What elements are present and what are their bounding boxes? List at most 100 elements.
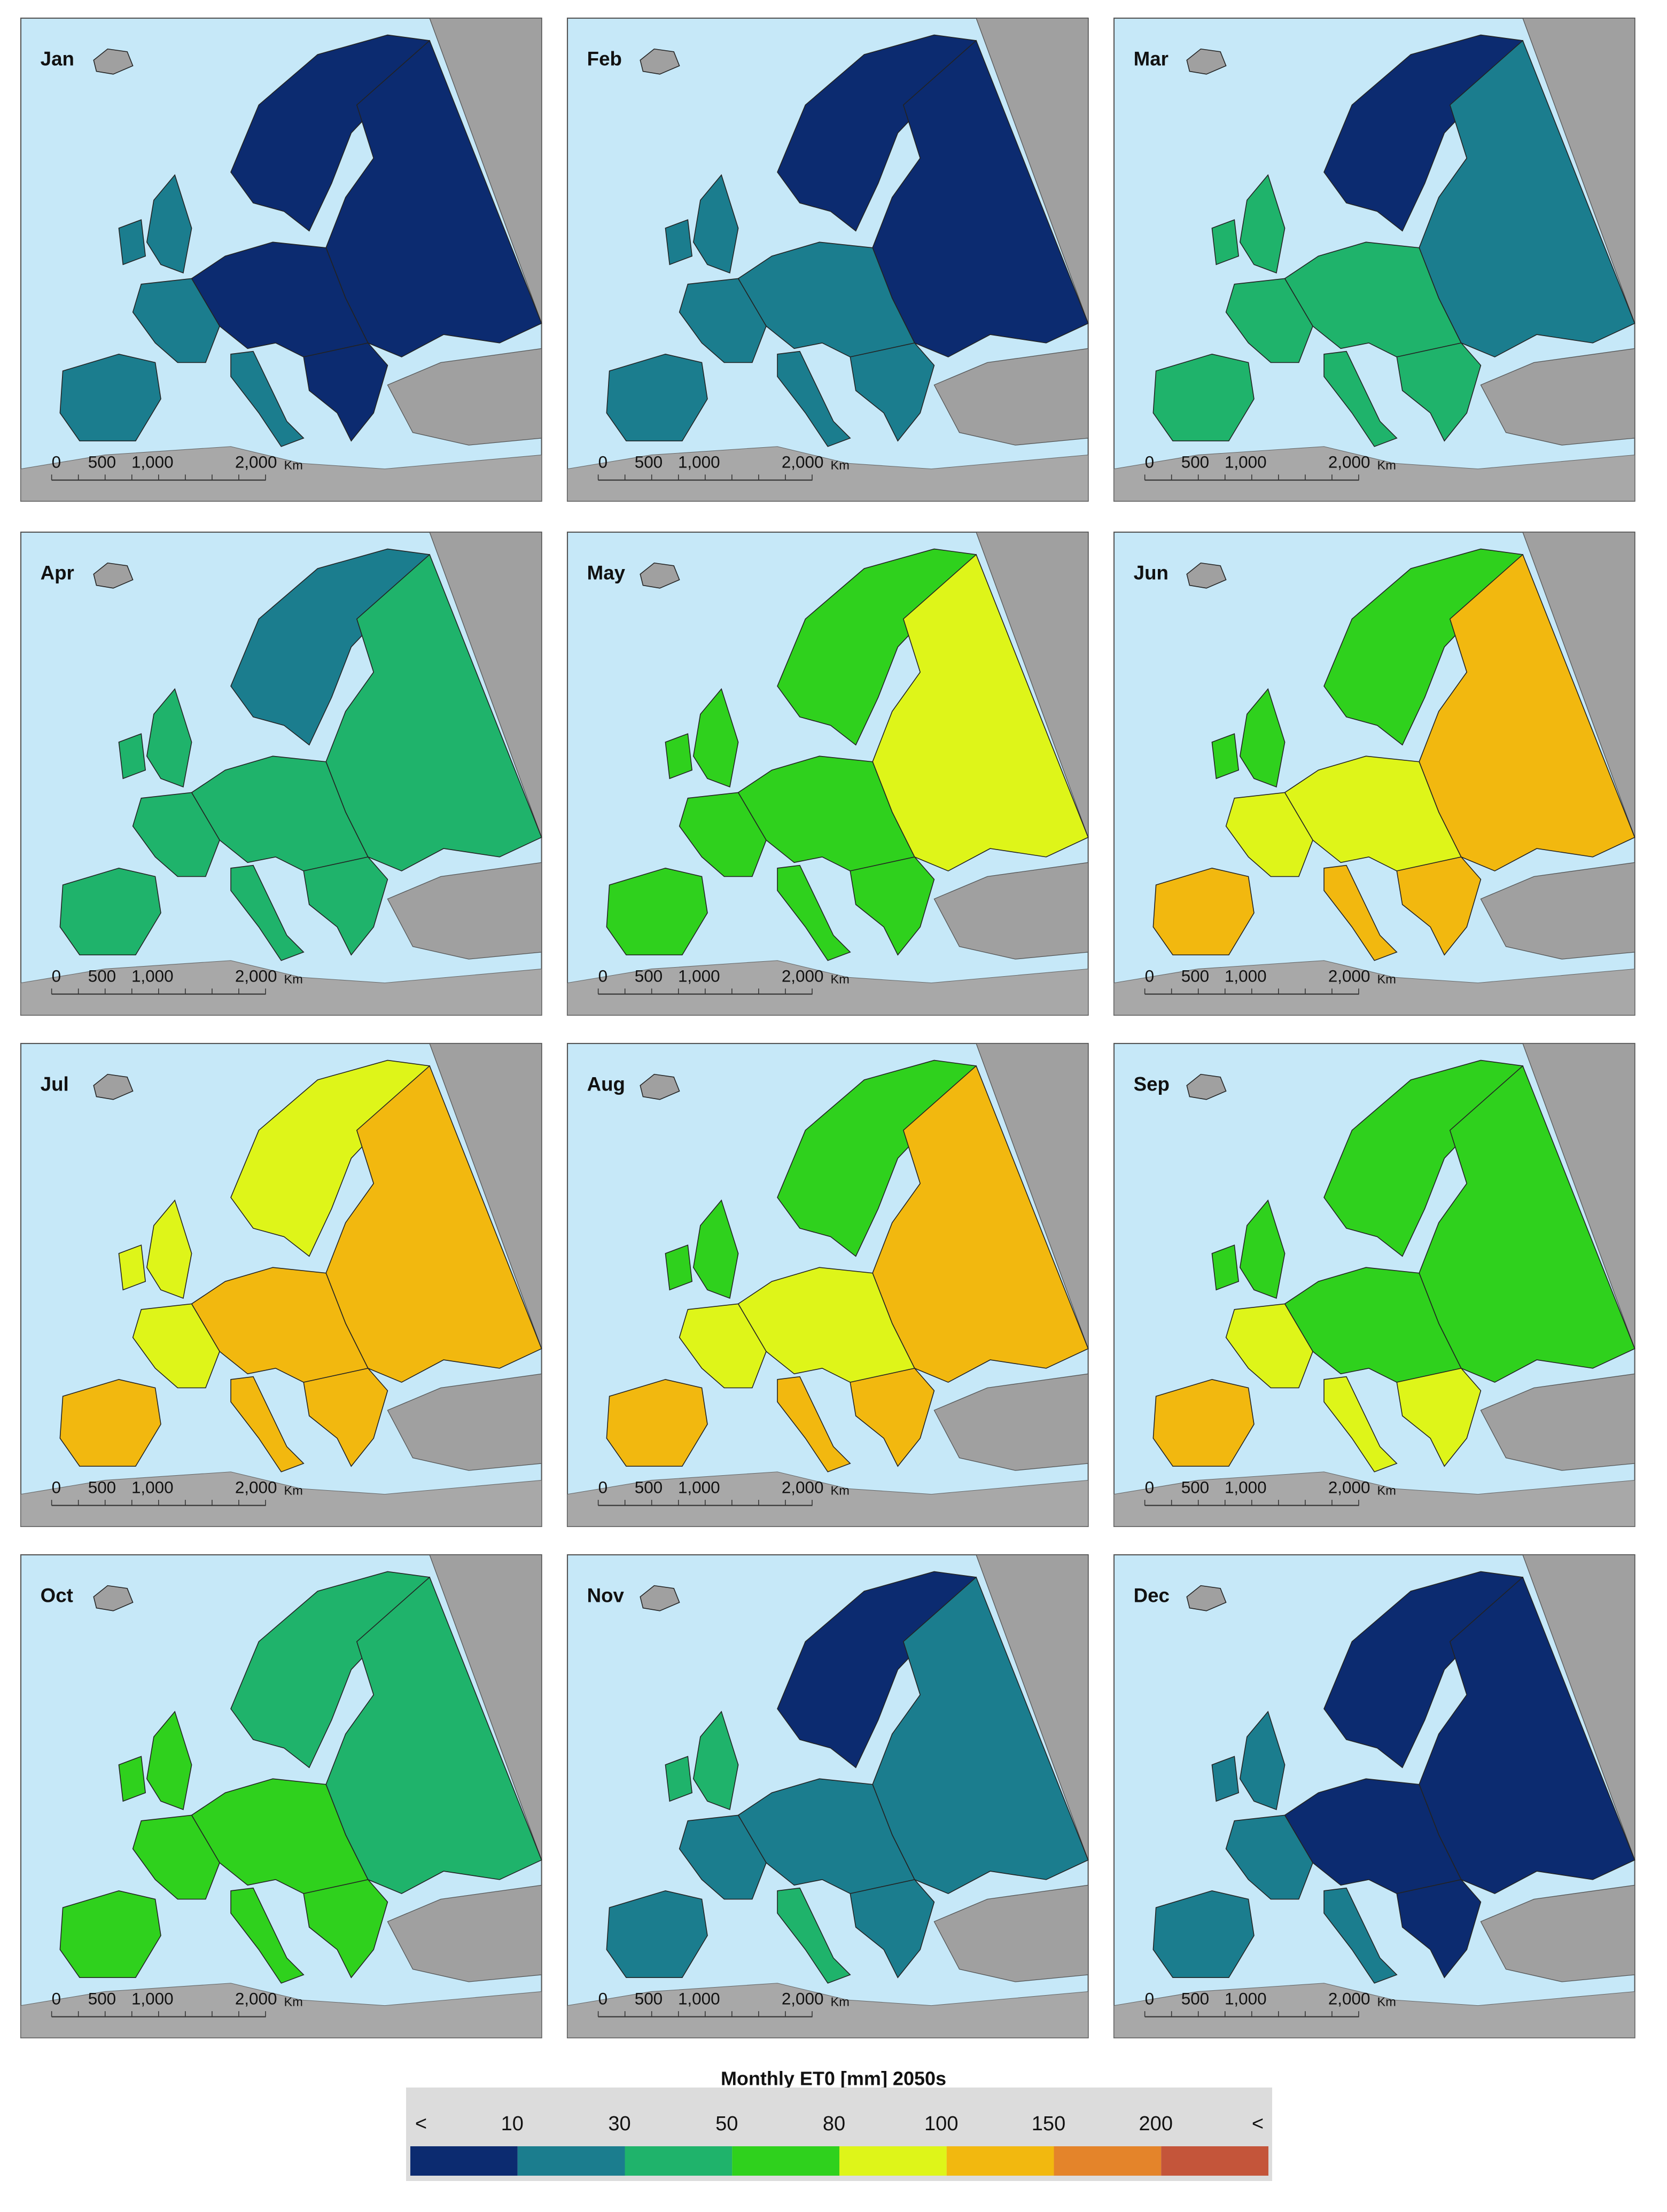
region bbox=[59, 1378, 161, 1467]
region bbox=[1396, 1367, 1482, 1467]
scale-label: 2,000 bbox=[235, 1989, 277, 2008]
map-panel: Aug 0 500 1,000 2,000 Km bbox=[566, 1042, 1089, 1527]
map-panel: Oct 0 500 1,000 2,000 Km bbox=[20, 1554, 542, 2038]
region bbox=[59, 1890, 161, 1979]
scale-label: 2,000 bbox=[782, 967, 824, 985]
land-outside bbox=[1113, 1983, 1635, 2038]
month-label: Apr bbox=[41, 562, 74, 583]
region bbox=[679, 1303, 767, 1389]
region bbox=[132, 1303, 220, 1389]
scale-unit: Km bbox=[284, 972, 303, 986]
iceland bbox=[1186, 48, 1227, 75]
scale-unit: Km bbox=[284, 1995, 303, 2009]
scale-label: 1,000 bbox=[678, 967, 720, 985]
scale-label: 500 bbox=[635, 1989, 663, 2008]
scale-label: 500 bbox=[1181, 967, 1209, 985]
map-panel: Sep 0 500 1,000 2,000 Km bbox=[1113, 1042, 1635, 1527]
region bbox=[230, 1376, 305, 1473]
scale-label: 0 bbox=[52, 967, 61, 985]
map-panel: Jul 0 500 1,000 2,000 Km bbox=[20, 1042, 542, 1527]
region bbox=[606, 353, 708, 442]
land-outside bbox=[567, 446, 1089, 502]
map-panel: Dec 0 500 1,000 2,000 Km bbox=[1113, 1554, 1635, 2038]
legend-title: Monthly ET0 [mm] 2050s bbox=[721, 2068, 946, 2090]
region bbox=[118, 1756, 146, 1802]
region bbox=[850, 856, 935, 956]
land-outside bbox=[976, 1043, 1089, 1349]
region bbox=[1152, 1890, 1255, 1979]
map-panel: Feb 0 500 1,000 2,000 Km bbox=[566, 17, 1089, 502]
region bbox=[1239, 1710, 1286, 1810]
scale-label: 0 bbox=[598, 967, 607, 985]
region bbox=[606, 867, 708, 956]
legend-label: 10 bbox=[501, 2113, 524, 2135]
scale-label: 0 bbox=[1145, 1989, 1154, 2008]
map-panel: Mar 0 500 1,000 2,000 Km bbox=[1113, 17, 1635, 502]
land-outside bbox=[429, 1554, 542, 1860]
region bbox=[1239, 688, 1286, 788]
scale-unit: Km bbox=[831, 458, 850, 472]
region bbox=[1419, 1065, 1635, 1383]
map-panel: May 0 500 1,000 2,000 Km bbox=[566, 531, 1089, 1016]
region bbox=[118, 733, 146, 780]
month-label: Mar bbox=[1134, 48, 1169, 69]
region bbox=[1225, 1303, 1313, 1389]
region bbox=[1396, 1879, 1482, 1979]
month-label: Dec bbox=[1134, 1584, 1170, 1606]
land-outside bbox=[1113, 1471, 1635, 1527]
region bbox=[1323, 864, 1398, 961]
region bbox=[665, 1756, 693, 1802]
scale-label: 1,000 bbox=[1225, 1989, 1267, 2008]
land-outside bbox=[429, 18, 542, 324]
region bbox=[872, 40, 1089, 357]
land-outside bbox=[567, 960, 1089, 1016]
region bbox=[606, 1890, 708, 1979]
land-outside bbox=[1522, 1554, 1635, 1860]
legend-swatch bbox=[1161, 2146, 1268, 2176]
land-outside bbox=[1113, 960, 1635, 1016]
scale-label: 2,000 bbox=[235, 453, 277, 471]
month-label: Aug bbox=[587, 1073, 625, 1095]
region bbox=[1152, 867, 1255, 956]
legend-label: 50 bbox=[715, 2113, 738, 2135]
region bbox=[1239, 1199, 1286, 1299]
land-outside bbox=[567, 1983, 1089, 2038]
month-label: Feb bbox=[587, 48, 622, 69]
scale-label: 500 bbox=[88, 967, 116, 985]
scale-label: 1,000 bbox=[678, 1989, 720, 2008]
region bbox=[1225, 1814, 1313, 1900]
legend-label: < bbox=[1252, 2113, 1264, 2135]
region bbox=[59, 353, 161, 442]
iceland bbox=[640, 1073, 680, 1100]
scale-label: 1,000 bbox=[131, 453, 174, 471]
region bbox=[1396, 856, 1482, 956]
land-outside bbox=[933, 1884, 1089, 1982]
iceland bbox=[1186, 1585, 1227, 1611]
region bbox=[1239, 174, 1286, 274]
scale-label: 0 bbox=[1145, 1478, 1154, 1497]
land-outside bbox=[1522, 18, 1635, 324]
scale-label: 500 bbox=[1181, 1478, 1209, 1497]
region bbox=[850, 1367, 935, 1467]
region bbox=[1211, 1244, 1240, 1291]
scale-label: 0 bbox=[52, 1989, 61, 2008]
land-outside bbox=[1522, 532, 1635, 838]
scale-label: 1,000 bbox=[131, 967, 174, 985]
region bbox=[665, 1244, 693, 1291]
region bbox=[146, 688, 192, 788]
region bbox=[325, 1576, 542, 1894]
region bbox=[1419, 40, 1635, 357]
region bbox=[1419, 554, 1635, 871]
region bbox=[1323, 351, 1398, 447]
legend-label: 30 bbox=[608, 2113, 630, 2135]
region bbox=[1211, 219, 1240, 266]
region bbox=[59, 867, 161, 956]
region bbox=[692, 1710, 739, 1810]
map-panel: Jun 0 500 1,000 2,000 Km bbox=[1113, 531, 1635, 1016]
legend-swatch bbox=[517, 2146, 625, 2176]
region bbox=[1323, 1887, 1398, 1984]
land-outside bbox=[429, 532, 542, 838]
scale-label: 0 bbox=[598, 453, 607, 471]
scale-unit: Km bbox=[284, 458, 303, 472]
scale-label: 1,000 bbox=[678, 453, 720, 471]
